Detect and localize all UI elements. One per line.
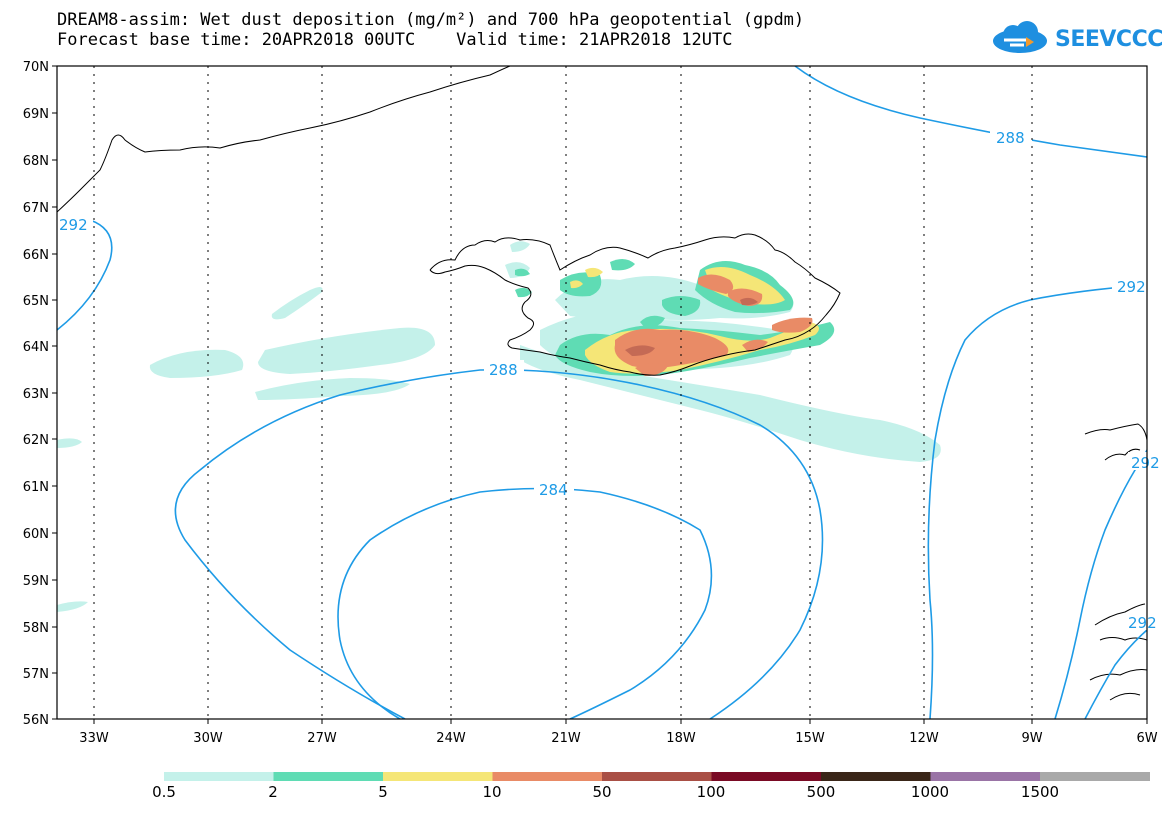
geopotential-contours [57,66,1147,719]
plot-frame [56,65,1148,720]
map-title: DREAM8-assim: Wet dust deposition (mg/m²… [57,10,805,30]
legend-swatch [383,772,493,781]
legend-label: 5 [378,783,388,801]
legend-label: 2 [268,783,278,801]
legend-label: 0.5 [152,783,176,801]
legend-swatch [164,772,274,781]
contour-label: 292 [1128,614,1157,632]
contour-label: 292 [1117,278,1146,296]
legend-label: 50 [592,783,612,801]
lat-label: 64N [23,340,49,355]
lon-label: 33W [79,731,109,746]
dust-class-10-dark [625,297,758,356]
dust-class-0-5 [57,241,941,612]
latitude-labels: 70N 69N 68N 67N 66N 65N 64N 63N 62N 61N … [23,60,49,728]
lon-label: 6W [1136,731,1157,746]
lat-label: 59N [23,574,49,589]
cloud-icon [993,21,1047,53]
lon-label: 12W [909,731,939,746]
legend-label: 500 [806,783,836,801]
coastlines [57,66,1147,701]
axis-ticks [52,65,1148,724]
lon-label: 24W [436,731,466,746]
lat-label: 57N [23,667,49,682]
legend-swatch [492,772,602,781]
longitude-labels: 33W 30W 27W 24W 21W 18W 15W 12W 9W 6W [79,731,1157,746]
dust-deposition-field [57,241,941,612]
lat-label: 63N [23,387,49,402]
lat-label: 60N [23,527,49,542]
graticule [93,66,1033,719]
lon-label: 15W [795,731,825,746]
legend-swatch [602,772,712,781]
legend-label: 1500 [1020,783,1060,801]
map-subtitle: Forecast base time: 20APR2018 00UTC Vali… [57,30,733,50]
legend-swatch [711,772,821,781]
legend-swatch [930,772,1040,781]
contour-labels: 288 292 288 284 292 292 292 [57,127,1160,632]
lat-label: 65N [23,294,49,309]
legend-label: 10 [482,783,502,801]
legend-swatch [821,772,931,781]
lat-label: 67N [23,201,49,216]
legend-swatch [273,772,383,781]
lat-label: 56N [23,713,49,728]
contour-label: 292 [59,216,88,234]
lat-label: 70N [23,60,49,75]
lat-label: 61N [23,480,49,495]
lon-label: 30W [193,731,223,746]
contour-label: 284 [539,481,568,499]
legend-swatch [1040,772,1150,781]
lon-label: 27W [307,731,337,746]
contour-label: 292 [1131,454,1160,472]
legend-colorbar [164,772,1150,781]
legend-label: 1000 [910,783,950,801]
lat-label: 68N [23,154,49,169]
lon-label: 21W [551,731,581,746]
lat-label: 69N [23,107,49,122]
seevccc-logo [993,21,1047,53]
contour-label: 288 [996,129,1025,147]
legend-label: 100 [696,783,726,801]
lon-label: 18W [666,731,696,746]
contour-label: 288 [489,361,518,379]
logo-text: SEEVCCC [1055,27,1163,52]
lat-label: 62N [23,433,49,448]
lat-label: 66N [23,248,49,263]
lat-label: 58N [23,621,49,636]
lon-label: 9W [1021,731,1042,746]
